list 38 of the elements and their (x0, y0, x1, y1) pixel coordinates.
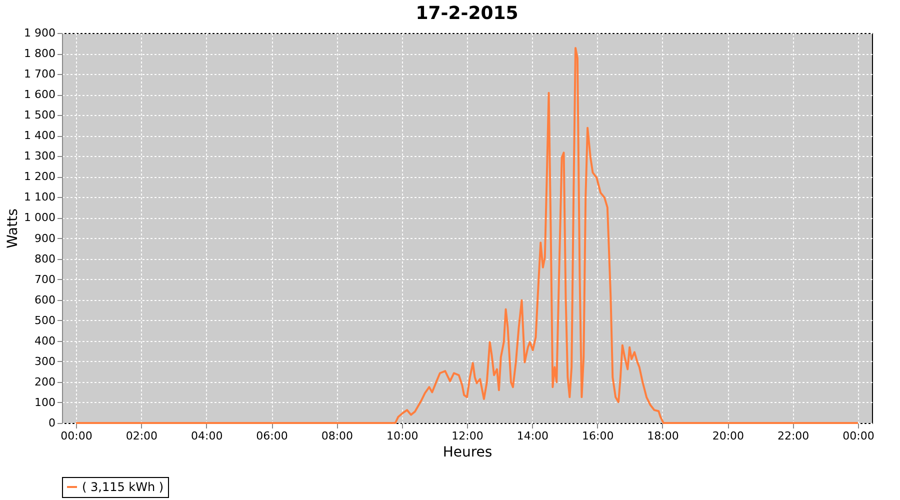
x-tick-label: 22:00 (777, 430, 810, 442)
x-tick-label: 08:00 (321, 430, 354, 442)
x-tick-label: 04:00 (190, 430, 223, 442)
y-tick-label: 400 (34, 334, 56, 348)
x-axis-title: Heures (442, 444, 492, 460)
y-tick-label: 0 (48, 416, 56, 430)
y-tick-label: 1 300 (24, 150, 56, 163)
y-tick-label: 1 800 (24, 47, 56, 60)
x-tick-label: 12:00 (452, 430, 484, 442)
x-tick-label: 16:00 (582, 430, 614, 442)
y-tick-label: 1 900 (24, 26, 56, 40)
x-tick-label: 00:00 (842, 430, 874, 442)
y-tick-label: 1 600 (24, 88, 56, 102)
x-tick-label: 18:00 (647, 430, 679, 442)
y-tick-label: 700 (34, 272, 56, 286)
x-tick-label: 00:00 (60, 430, 92, 442)
x-tick-label: 10:00 (386, 430, 418, 442)
y-tick-label: 1 700 (24, 68, 56, 81)
y-tick-label: 900 (34, 232, 56, 245)
y-tick-label: 600 (34, 293, 56, 306)
x-tick-label: 14:00 (516, 430, 549, 442)
line-series (75, 46, 859, 424)
x-tick-label: 20:00 (712, 430, 744, 442)
y-tick-label: 800 (34, 252, 56, 266)
y-tick-label: 1 100 (24, 190, 56, 204)
y-tick-label: 1 000 (24, 211, 56, 224)
x-tick-label: 02:00 (126, 430, 158, 442)
y-tick-label: 500 (34, 314, 56, 327)
y-tick-label: 300 (34, 354, 56, 368)
y-tick-label: 100 (34, 396, 56, 409)
y-tick-label: 1 500 (24, 108, 56, 122)
y-axis-title: Watts (5, 208, 22, 248)
chart-title: 17-2-2015 (416, 3, 518, 24)
legend-label: ( 3,115 kWh ) (82, 480, 164, 494)
y-tick-label: 1 400 (24, 129, 56, 142)
x-tick-label: 06:00 (256, 430, 288, 442)
y-tick-label: 1 200 (24, 170, 56, 184)
y-tick-label: 200 (34, 375, 56, 388)
